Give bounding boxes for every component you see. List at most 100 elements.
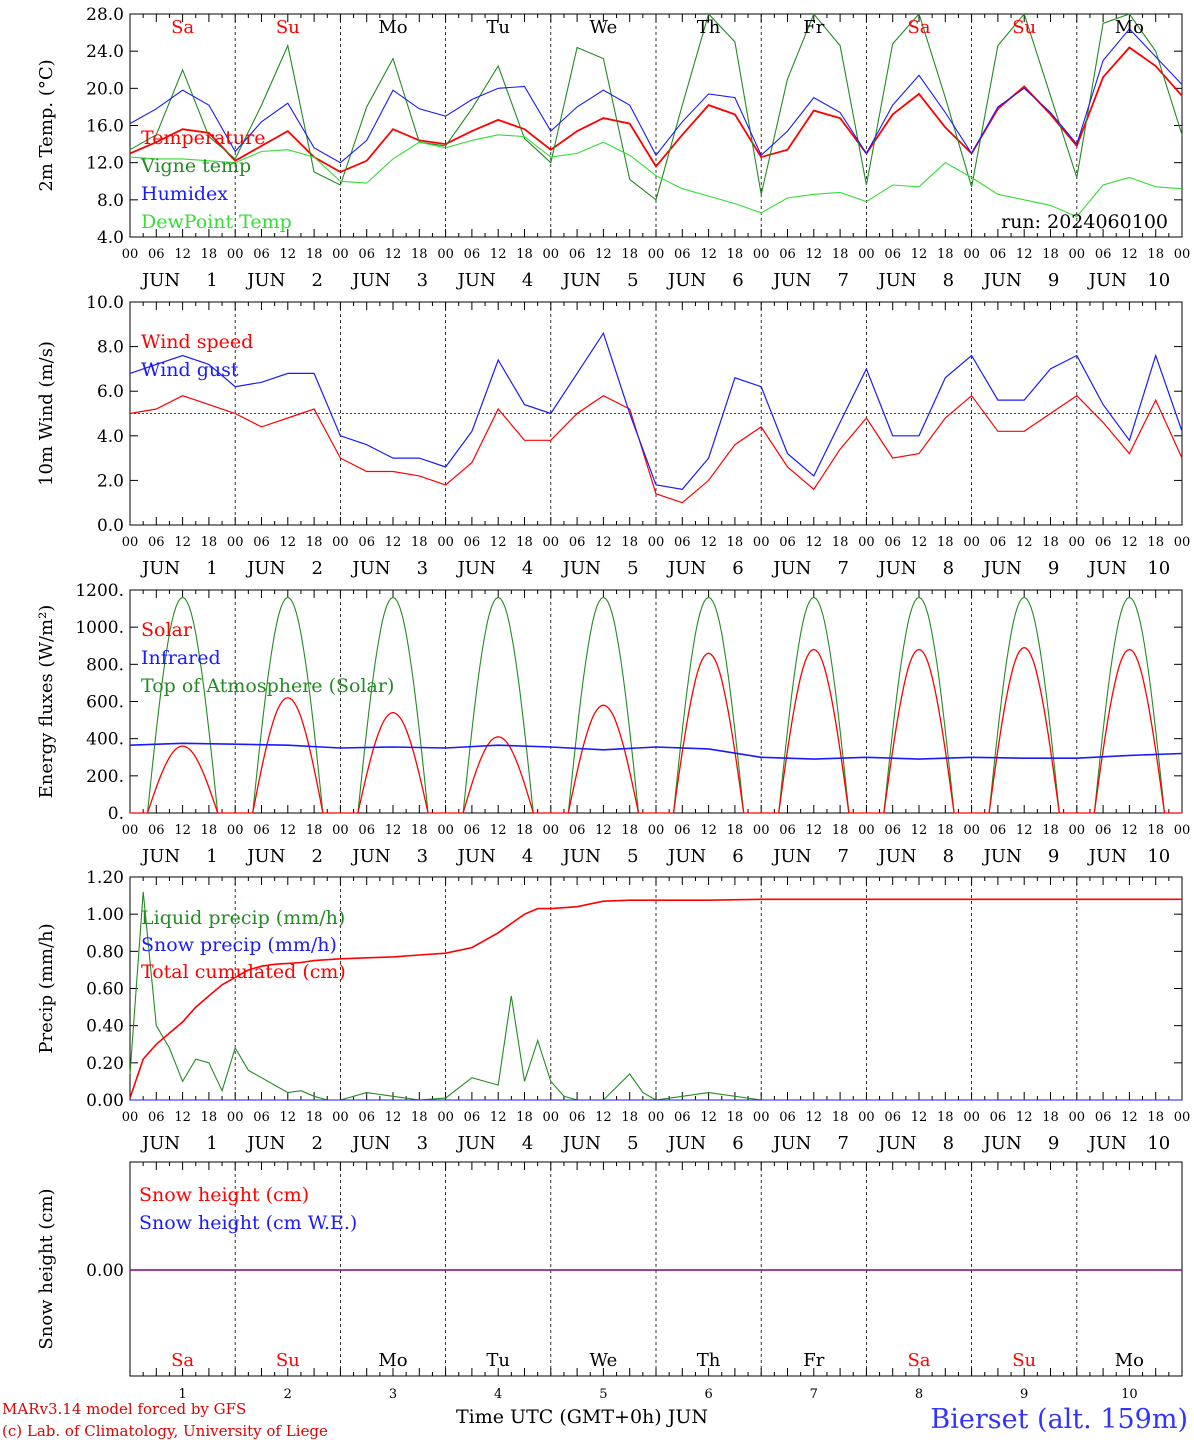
hour-tick-label: 18 [201,247,218,262]
hour-tick-label: 06 [884,1110,901,1125]
series-line [129,28,1183,164]
hour-tick-label: 06 [779,535,796,550]
day-number-label: 10 [1147,846,1170,867]
hour-tick-label: 18 [727,247,744,262]
y-tick-label: 4.0 [97,427,124,447]
hour-tick-label: 06 [253,1110,270,1125]
hour-tick-label: 18 [1147,247,1164,262]
hour-tick-label: 00 [963,247,980,262]
hour-tick-label: 00 [122,535,139,550]
hour-tick-label: 12 [385,1110,402,1125]
month-label: JUN [561,558,601,579]
hour-tick-label: 00 [858,823,875,838]
month-label: JUN [876,270,916,291]
y-tick-label: 0.60 [86,980,124,1000]
day-number-label: 5 [627,270,638,291]
day-number-label: 8 [943,1133,954,1154]
month-label: JUN [771,1133,811,1154]
y-axis-label: Snow height (cm) [36,1188,57,1349]
day-number-label: 7 [810,1387,818,1402]
y-tick-label: 400. [86,730,124,750]
hour-tick-label: 18 [832,535,849,550]
hour-tick-label: 06 [884,535,901,550]
legend-entry: Snow precip (mm/h) [141,934,337,956]
hour-tick-label: 18 [937,535,954,550]
hour-tick-label: 00 [648,535,665,550]
y-tick-label: 0.00 [86,1261,124,1281]
series-line [129,394,1183,504]
hour-tick-label: 12 [700,823,717,838]
weekday-label: We [590,1350,618,1371]
day-number-label: 7 [837,1133,848,1154]
day-number-label: 1 [206,270,217,291]
hour-tick-label: 06 [464,823,481,838]
hour-tick-label: 18 [832,823,849,838]
day-number-label: 4 [522,270,533,291]
legend-entry: DewPoint Temp [141,211,292,233]
hour-tick-label: 12 [490,823,507,838]
month-label: JUN [561,270,601,291]
month-label: JUN [771,558,811,579]
day-number-label: 4 [494,1387,502,1402]
month-label: JUN [982,1133,1022,1154]
hour-tick-label: 18 [1147,823,1164,838]
month-label: JUN [1087,1133,1127,1154]
day-number-label: 6 [732,846,743,867]
day-number-label: 1 [206,846,217,867]
hour-tick-label: 00 [753,1110,770,1125]
hour-tick-label: 18 [937,1110,954,1125]
y-axis-label: 10m Wind (m/s) [36,341,57,486]
y-tick-label: 200. [86,767,124,787]
hour-tick-label: 06 [358,247,375,262]
day-number-label: 10 [1121,1387,1138,1402]
hour-tick-label: 18 [1147,535,1164,550]
hour-tick-label: 12 [911,823,928,838]
hour-tick-label: 00 [332,535,349,550]
month-label: JUN [1087,846,1127,867]
weekday-label: Sa [171,1350,194,1371]
day-number-label: 2 [311,558,322,579]
weekday-label: Mo [1115,1350,1144,1371]
y-tick-label: 0.80 [86,942,124,962]
day-number-label: 6 [732,558,743,579]
hour-tick-label: 12 [280,823,297,838]
hour-tick-label: 12 [700,247,717,262]
y-tick-label: 0. [108,804,124,824]
hour-tick-label: 06 [464,247,481,262]
hour-tick-label: 00 [332,247,349,262]
month-label: JUN [140,558,180,579]
series-line [129,898,1182,1099]
hour-tick-label: 18 [411,247,428,262]
hour-tick-label: 18 [516,247,533,262]
day-number-label: 2 [284,1387,292,1402]
hour-tick-label: 18 [1042,247,1059,262]
hour-tick-label: 06 [990,823,1007,838]
hour-tick-label: 12 [595,247,612,262]
hour-tick-label: 00 [227,1110,244,1125]
hour-tick-label: 00 [858,1110,875,1125]
y-tick-label: 6.0 [97,382,124,402]
legend-entry: Total cumulated (cm) [141,961,346,983]
day-number-label: 8 [915,1387,923,1402]
hour-tick-label: 06 [253,823,270,838]
hour-tick-label: 00 [543,247,560,262]
hour-tick-label: 06 [148,247,165,262]
day-number-label: 7 [837,846,848,867]
month-label: JUN [350,1133,390,1154]
hour-tick-label: 12 [806,1110,823,1125]
y-tick-label: 28.0 [86,5,124,25]
hour-tick-label: 00 [963,1110,980,1125]
weekday-label: Tu [486,1350,510,1371]
day-number-label: 1 [206,558,217,579]
day-number-label: 3 [389,1387,397,1402]
month-label: JUN [456,1133,496,1154]
hour-tick-label: 12 [1121,535,1138,550]
y-tick-label: 1000. [75,618,124,638]
y-tick-label: 1.00 [86,905,124,925]
legend-entry: Temperature [141,127,265,149]
hour-tick-label: 06 [253,247,270,262]
y-tick-label: 2.0 [97,471,124,491]
y-tick-label: 8.0 [97,338,124,358]
hour-tick-label: 06 [148,535,165,550]
